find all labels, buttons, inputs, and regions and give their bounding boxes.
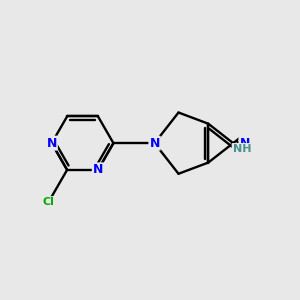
Text: Cl: Cl: [43, 197, 55, 207]
Text: NH: NH: [232, 144, 251, 154]
Text: N: N: [239, 136, 250, 150]
Text: N: N: [93, 164, 103, 176]
Text: N: N: [46, 136, 57, 150]
Text: N: N: [149, 136, 160, 150]
